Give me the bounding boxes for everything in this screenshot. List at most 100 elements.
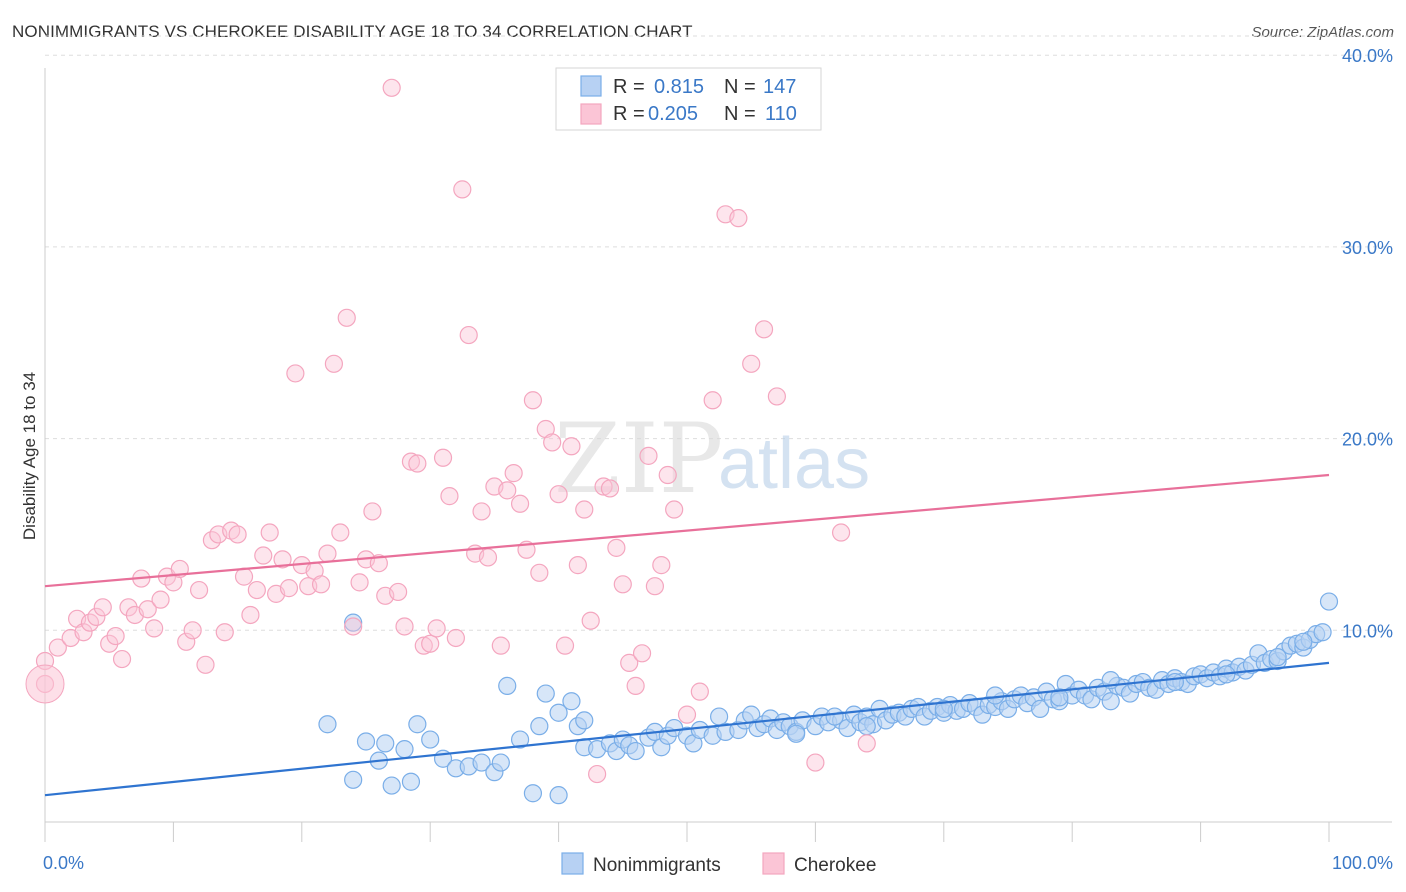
nonimmigrants-point [857,717,876,736]
bottom-legend-nonimmigrants: Nonimmigrants [593,855,721,876]
cherokee-point [742,354,761,373]
cherokee-point [196,655,215,674]
cherokee-point [857,734,876,753]
cherokee-point [767,387,786,406]
cherokee-point [311,575,331,594]
cherokee-point [215,623,234,642]
cherokee-point [389,582,408,602]
cherokee-point [408,454,427,473]
nonimmigrants-point [510,730,530,749]
cherokee-point [549,485,568,504]
legend-swatch-nonimmigrants [580,75,602,97]
cherokee-point [254,546,273,565]
y-tick-label: 10.0% [1342,621,1393,641]
nonimmigrants-point [934,699,953,718]
cherokee-point [594,477,613,496]
cherokee-point [677,705,697,724]
cherokee-point [286,364,305,383]
cherokee-point [703,391,722,410]
cherokee-point [421,634,440,653]
cherokee-point [729,209,748,228]
nonimmigrants-point [562,692,581,711]
cherokee-point [350,573,369,592]
x-tick-label: 0.0% [43,853,84,873]
watermark-zip: ZIP [554,403,723,515]
cherokee-point [588,764,607,784]
cherokee-point-large [25,664,65,704]
bottom-legend: Nonimmigrants Cherokee [561,852,876,876]
nonimmigrants-point [825,707,844,726]
nonimmigrants-point [356,732,376,751]
y-tick-label: 20.0% [1342,430,1393,450]
cherokee-point [260,523,279,542]
cherokee-point [363,502,382,521]
cherokee-point [344,617,363,636]
legend-n-label-2: N = [724,103,756,125]
cherokee-point [414,636,433,655]
nonimmigrants-point [536,684,555,703]
cherokee-point [234,567,254,586]
cherokee-point [48,638,67,657]
cherokee-point [247,580,266,600]
nonimmigrants-trend-line [44,661,1330,797]
cherokee-point [459,325,478,345]
legend-r-value-1: 0.815 [654,76,704,98]
cherokee-point [74,623,93,642]
cherokee-point [831,523,851,542]
grid-lines [45,35,1392,631]
cherokee-point [183,621,202,640]
legend-r-label-1: R = [613,76,645,98]
bottom-legend-cherokee: Cherokee [794,855,876,876]
cherokee-point [324,354,343,373]
nonimmigrants-point [1165,672,1185,692]
cherokee-point [645,577,665,596]
cherokee-point [639,446,658,465]
cherokee-point [510,494,530,513]
cherokee-point [523,391,543,410]
cherokee-points [25,78,876,784]
nonimmigrants-point [1050,688,1069,707]
cherokee-point [607,538,626,557]
nonimmigrants-point [787,724,806,743]
cherokee-point [530,563,549,582]
cherokee-point [613,575,632,594]
nonimmigrants-point [709,707,729,726]
cherokee-point [754,320,774,339]
cherokee-point [189,580,209,600]
cherokee-point [151,590,170,609]
cherokee-point [440,487,459,506]
bottom-legend-swatch-nonimmigrants [561,852,584,875]
watermark-atlas: atlas [718,424,870,504]
nonimmigrants-point [382,776,401,795]
cherokee-point [401,452,421,471]
nonimmigrants-point [395,740,414,759]
cherokee-point [382,78,401,97]
cherokee-point [504,464,523,483]
cherokee-point [112,649,132,669]
cherokee-point [568,556,587,575]
cherokee-point [555,636,575,655]
nonimmigrants-point [491,753,510,772]
legend-swatch-cherokee [580,103,602,125]
nonimmigrants-point [318,715,337,734]
cherokee-point [318,544,337,563]
cherokee-trend-line [44,473,1330,588]
cherokee-point [337,308,356,327]
cherokee-point [433,448,453,467]
top-legend: R = 0.815 N = 147 R = 0.205 N = 110 [555,67,822,131]
y-axis-label: Disability Age 18 to 34 [20,372,39,540]
nonimmigrants-point [1319,592,1339,611]
cherokee-point [331,523,350,542]
nonimmigrants-point [530,717,549,736]
nonimmigrants-point [472,753,491,772]
cherokee-point [632,644,652,663]
nonimmigrants-point [1030,699,1050,718]
legend-n-value-2: 110 [765,103,797,125]
nonimmigrants-point [1101,692,1120,711]
cherokee-point [427,619,446,638]
legend-r-label-2: R = [613,103,645,125]
cherokee-point [581,611,600,630]
cherokee-point [241,605,260,625]
nonimmigrants-point [1313,623,1332,642]
